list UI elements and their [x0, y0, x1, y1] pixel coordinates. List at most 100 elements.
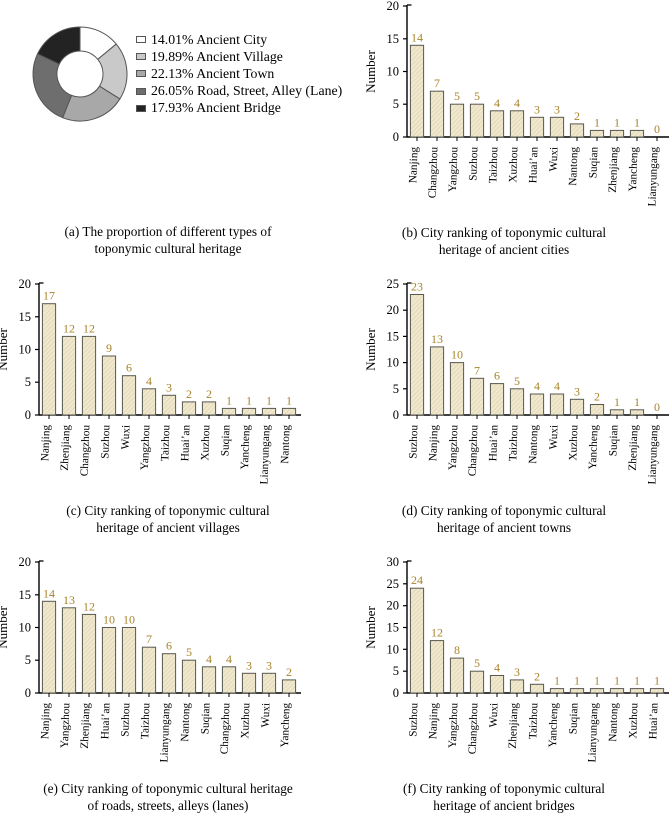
svg-text:4: 4	[206, 652, 212, 666]
svg-text:Lianyungang: Lianyungang	[586, 702, 600, 762]
svg-text:0: 0	[393, 408, 399, 422]
svg-text:Yangzhou: Yangzhou	[59, 702, 73, 748]
svg-text:8: 8	[454, 643, 460, 657]
svg-text:17: 17	[43, 289, 55, 303]
svg-text:Number: Number	[0, 606, 10, 649]
svg-text:1: 1	[614, 674, 620, 688]
svg-text:Huai’an: Huai’an	[179, 424, 192, 461]
svg-text:3: 3	[574, 384, 580, 398]
svg-text:Nanjing: Nanjing	[39, 424, 52, 461]
svg-text:6: 6	[166, 639, 172, 653]
svg-text:25: 25	[387, 577, 400, 591]
svg-text:5: 5	[393, 97, 399, 111]
svg-text:Zhenjiang: Zhenjiang	[607, 146, 621, 193]
svg-text:14: 14	[411, 30, 423, 44]
svg-text:1: 1	[634, 674, 640, 688]
svg-text:4: 4	[226, 652, 232, 666]
svg-text:1: 1	[246, 393, 252, 407]
svg-text:12: 12	[431, 626, 443, 640]
svg-text:4: 4	[554, 379, 560, 393]
svg-text:Nanjing: Nanjing	[427, 424, 440, 461]
svg-text:14: 14	[43, 586, 55, 600]
svg-text:Suzhou: Suzhou	[119, 702, 132, 737]
svg-text:Xuzhou: Xuzhou	[507, 146, 520, 183]
svg-text:24: 24	[411, 573, 423, 587]
svg-text:Xuzhou: Xuzhou	[567, 424, 580, 461]
svg-text:10: 10	[123, 613, 135, 627]
svg-text:15: 15	[387, 621, 400, 635]
svg-text:Number: Number	[363, 606, 378, 649]
svg-text:Lianyungang: Lianyungang	[258, 424, 272, 484]
svg-text:Wuxi: Wuxi	[548, 425, 561, 450]
svg-text:6: 6	[126, 361, 132, 375]
svg-text:Nantong: Nantong	[179, 702, 192, 742]
svg-text:Wuxi: Wuxi	[120, 425, 133, 450]
svg-text:Zhenjiang: Zhenjiang	[507, 702, 521, 749]
svg-text:15: 15	[387, 329, 400, 343]
svg-text:Yangzhou: Yangzhou	[447, 424, 461, 470]
svg-text:Yancheng: Yancheng	[587, 424, 601, 469]
svg-text:4: 4	[494, 661, 500, 675]
svg-text:3: 3	[266, 658, 272, 672]
svg-text:Nanjing: Nanjing	[407, 146, 420, 183]
svg-text:1: 1	[594, 115, 600, 129]
svg-text:1: 1	[226, 393, 232, 407]
svg-text:10: 10	[103, 613, 115, 627]
svg-text:0: 0	[393, 130, 399, 144]
svg-text:Nantong: Nantong	[607, 702, 620, 742]
svg-text:5: 5	[514, 374, 520, 388]
svg-text:10: 10	[387, 642, 400, 656]
svg-text:Huai’an: Huai’an	[487, 424, 500, 461]
svg-text:Changzhou: Changzhou	[467, 702, 481, 754]
svg-text:6: 6	[494, 369, 500, 383]
svg-text:1: 1	[614, 395, 620, 409]
svg-text:4: 4	[494, 96, 500, 110]
svg-text:Suzhou: Suzhou	[407, 702, 420, 737]
svg-text:1: 1	[634, 115, 640, 129]
svg-text:Suqian: Suqian	[587, 146, 600, 178]
svg-text:2: 2	[534, 669, 540, 683]
svg-text:12: 12	[63, 321, 75, 335]
svg-text:1: 1	[654, 674, 660, 688]
svg-text:7: 7	[474, 363, 480, 377]
svg-text:20: 20	[19, 278, 32, 291]
svg-text:4: 4	[514, 96, 520, 110]
svg-text:Suzhou: Suzhou	[99, 424, 112, 459]
svg-text:5: 5	[25, 653, 31, 667]
svg-text:3: 3	[166, 380, 172, 394]
svg-text:Yancheng: Yancheng	[547, 702, 561, 747]
svg-text:1: 1	[634, 395, 640, 409]
svg-text:1: 1	[574, 674, 580, 688]
svg-text:3: 3	[534, 102, 540, 116]
svg-text:3: 3	[554, 102, 560, 116]
svg-text:Number: Number	[363, 50, 378, 93]
svg-text:4: 4	[534, 379, 540, 393]
svg-text:0: 0	[25, 686, 31, 700]
svg-text:3: 3	[246, 658, 252, 672]
svg-text:Suqian: Suqian	[607, 424, 620, 456]
svg-text:1: 1	[286, 393, 292, 407]
svg-text:13: 13	[63, 593, 75, 607]
svg-text:Changzhou: Changzhou	[79, 424, 93, 476]
svg-text:Lianyungang: Lianyungang	[646, 146, 660, 206]
svg-text:Wuxi: Wuxi	[548, 147, 561, 172]
svg-text:20: 20	[387, 303, 400, 317]
svg-text:Huai’an: Huai’an	[527, 146, 540, 183]
svg-text:Zhenjiang: Zhenjiang	[627, 424, 641, 471]
svg-text:3: 3	[514, 665, 520, 679]
svg-text:10: 10	[19, 343, 32, 357]
svg-text:12: 12	[83, 599, 95, 613]
svg-text:Changzhou: Changzhou	[467, 424, 481, 476]
svg-text:10: 10	[387, 65, 400, 79]
svg-text:5: 5	[393, 382, 399, 396]
svg-text:Yangzhou: Yangzhou	[447, 146, 461, 192]
svg-text:Nantong: Nantong	[279, 424, 292, 464]
svg-text:1: 1	[614, 115, 620, 129]
svg-text:Changzhou: Changzhou	[219, 702, 233, 754]
svg-text:Suqian: Suqian	[567, 702, 580, 734]
svg-text:Yancheng: Yancheng	[279, 702, 293, 747]
svg-text:0: 0	[654, 122, 660, 136]
svg-text:4: 4	[146, 374, 152, 388]
svg-text:15: 15	[387, 32, 400, 46]
svg-text:Yangzhou: Yangzhou	[447, 702, 461, 748]
